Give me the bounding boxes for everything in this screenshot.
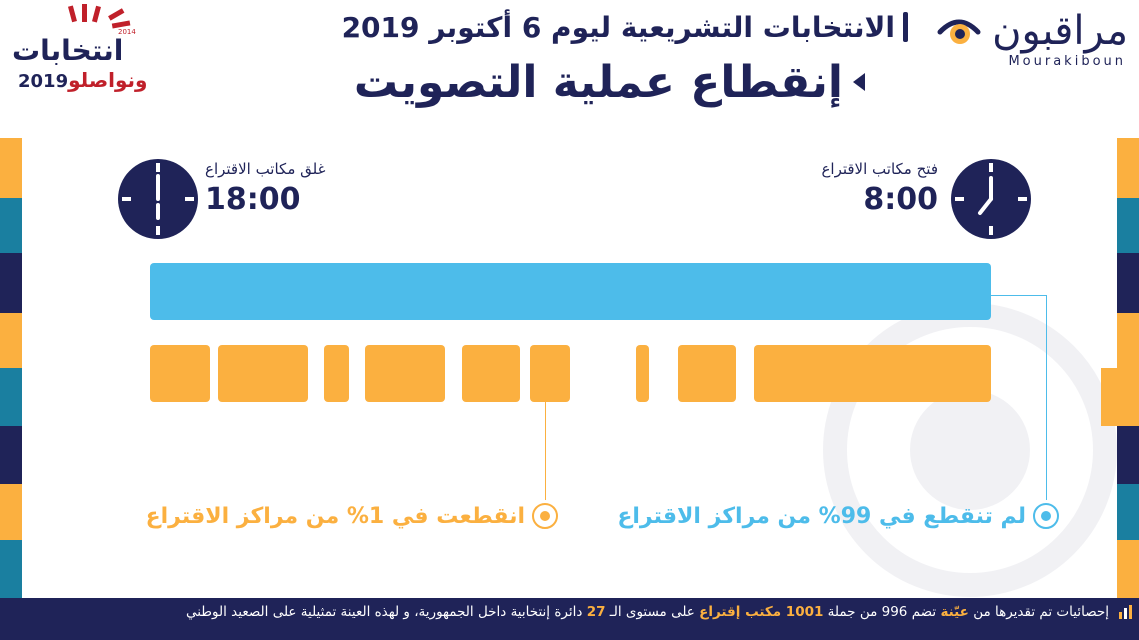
page-title: إنقطاع عملية التصويت [353, 56, 843, 108]
closing-clock-icon [118, 159, 198, 239]
blue-legend-dot-icon [1033, 503, 1059, 529]
chart-icon [1119, 605, 1132, 619]
svg-text:2014: 2014 [118, 28, 136, 36]
logo-word: انتخابات [12, 34, 124, 67]
interrupted-segment [365, 345, 445, 402]
logo-latin: Mourakiboun [1008, 54, 1126, 69]
opening-label: فتح مكاتب الاقتراع [821, 160, 938, 178]
title-arrow-icon [853, 73, 865, 91]
legend-not-interrupted: لم تنقطع في 99% من مراكز الاقتراع [617, 504, 1026, 529]
opening-time: 8:00 [863, 182, 938, 217]
closing-time: 18:00 [205, 182, 301, 217]
elections-2019-logo: 2014 انتخابات ونواصلو2019 [8, 4, 148, 104]
interrupted-segment [636, 345, 649, 402]
opening-clock-icon [951, 159, 1031, 239]
mourakiboun-logo: مراقبون Mourakiboun [936, 6, 1136, 72]
header-subtitle: الانتخابات التشريعية ليوم 6 أكتوبر 2019 [338, 8, 908, 46]
orange-legend-dot-icon [532, 503, 558, 529]
interrupted-segment [324, 345, 349, 402]
closing-label: غلق مكاتب الاقتراع [205, 160, 326, 178]
interrupted-segment [218, 345, 308, 402]
header-title: إنقطاع عملية التصويت [300, 52, 865, 112]
logo-slogan: ونواصلو2019 [18, 68, 148, 92]
subtitle-bar [903, 12, 908, 42]
orange-connector-v [545, 402, 546, 500]
interrupted-segment [462, 345, 520, 402]
interrupted-segment [150, 345, 210, 402]
subtitle-text: الانتخابات التشريعية ليوم 6 أكتوبر 2019 [341, 10, 895, 44]
footer-note: إحصائيات تم تقديرها من عيّنة تضم 996 من … [185, 604, 1109, 620]
eye-logo-icon [937, 19, 981, 44]
blue-connector-h [991, 295, 1046, 296]
interrupted-segment [678, 345, 736, 402]
uninterrupted-bar [150, 263, 991, 320]
interrupted-segment [530, 345, 570, 402]
blue-connector-v [1046, 295, 1047, 500]
logo-name: مراقبون [992, 8, 1128, 54]
sunburst-logo-icon: 2014 [67, 4, 136, 36]
interrupted-segment [754, 345, 991, 402]
footer-bar [0, 598, 1139, 640]
legend-interrupted: انقطعت في 1% من مراكز الاقتراع [145, 504, 525, 529]
